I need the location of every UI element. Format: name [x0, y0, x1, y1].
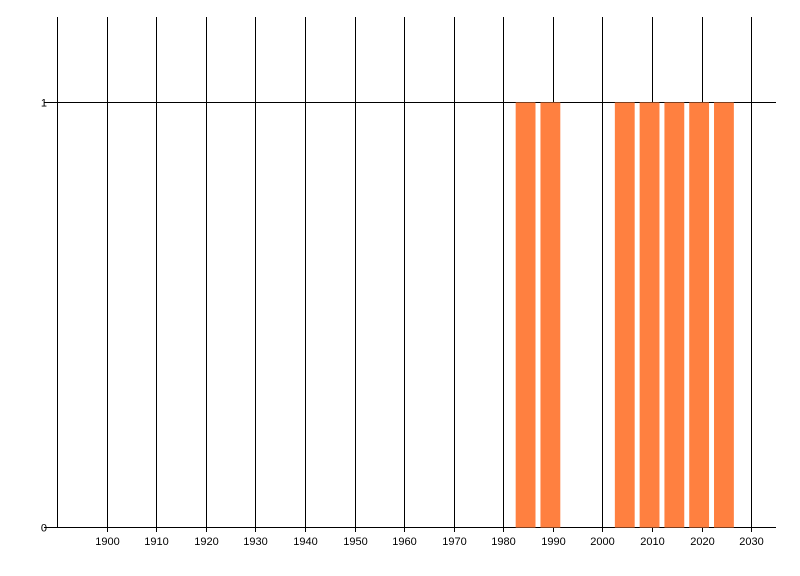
bar: [515, 102, 536, 528]
bar: [639, 102, 660, 528]
x-tick-label: 2010: [640, 536, 664, 548]
x-tick-label: 1900: [95, 536, 119, 548]
x-tick-label: 1970: [442, 536, 466, 548]
x-tick-label: 1920: [194, 536, 218, 548]
x-tick-label: 2020: [690, 536, 714, 548]
x-tick-label: 1990: [541, 536, 565, 548]
bar: [540, 102, 561, 528]
x-tick-label: 1940: [293, 536, 317, 548]
bar: [664, 102, 685, 528]
x-tick-label: 1930: [243, 536, 267, 548]
y-tick-label: 0: [41, 523, 47, 535]
x-tick-label: 1950: [343, 536, 367, 548]
x-tick-label: 2000: [590, 536, 614, 548]
x-tick-label: 2030: [739, 536, 763, 548]
bar: [714, 102, 734, 528]
bar: [689, 102, 710, 528]
bar: [614, 102, 635, 528]
y-tick-label: 1: [41, 98, 47, 110]
x-tick-label: 1960: [392, 536, 416, 548]
x-tick-label: 1910: [144, 536, 168, 548]
x-tick-label: 1980: [491, 536, 515, 548]
